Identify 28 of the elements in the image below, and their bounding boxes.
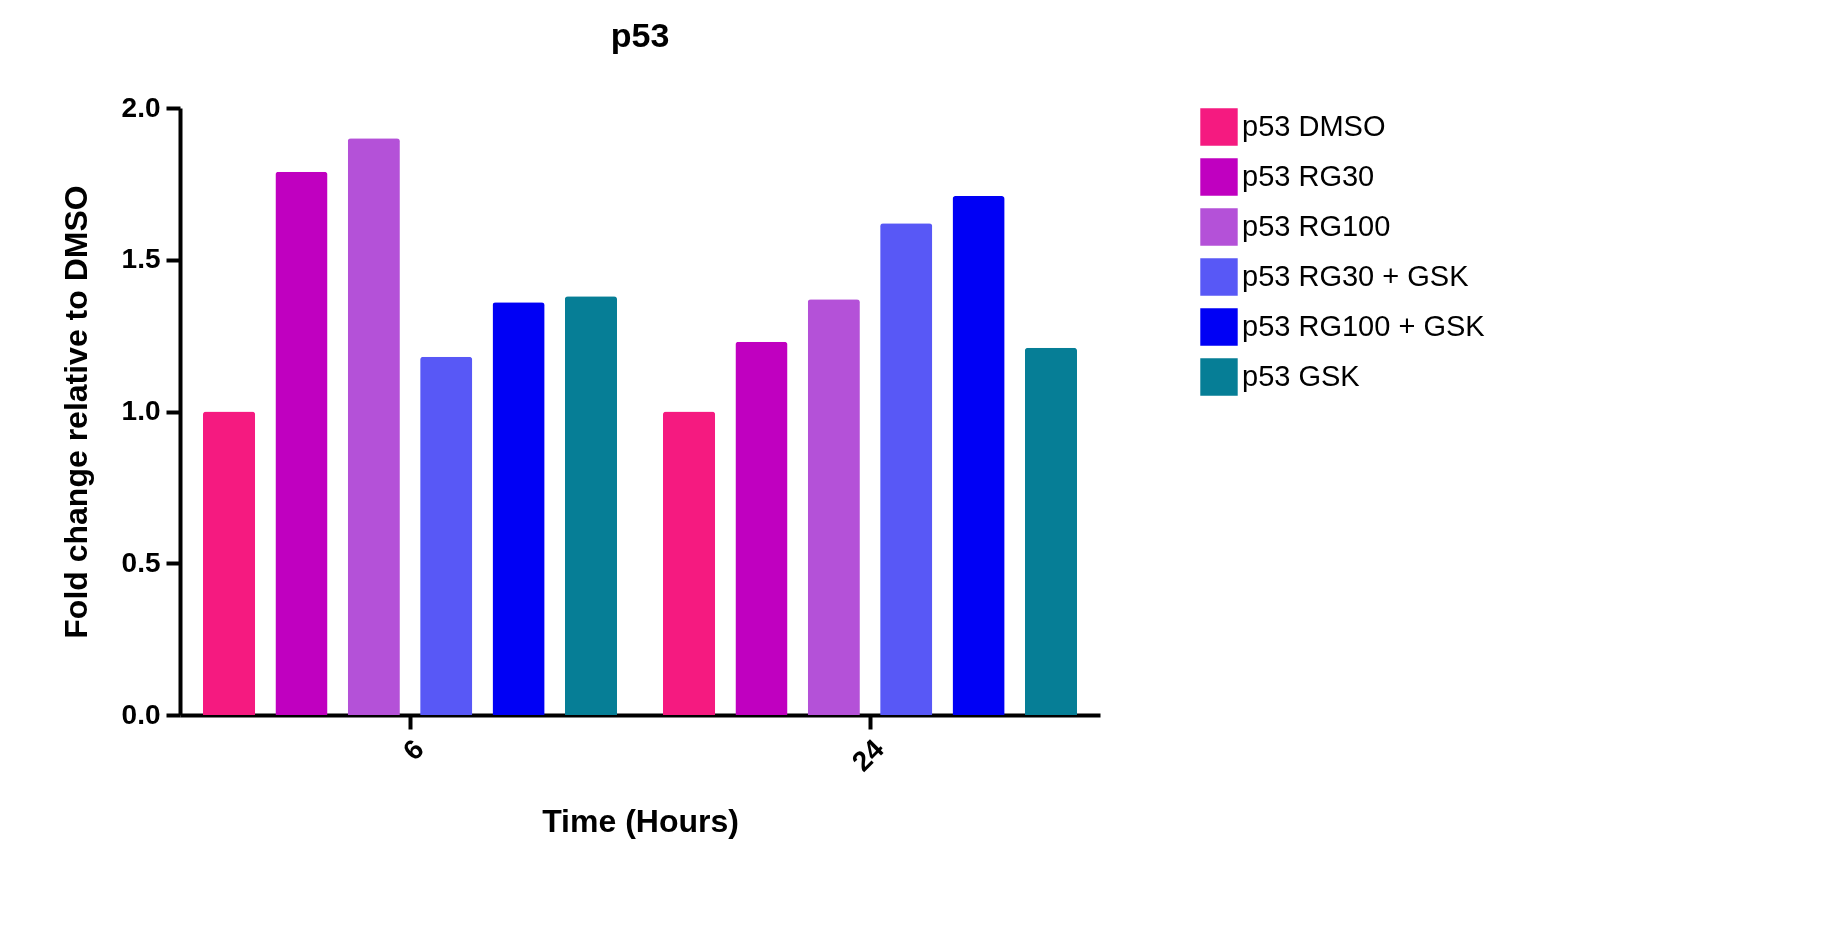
legend-label: p53 RG100: [1242, 210, 1391, 242]
bar: [663, 411, 716, 715]
bar: [880, 223, 933, 715]
y-tick-label: 2.0: [121, 91, 161, 123]
y-tick-label: 0.0: [121, 698, 161, 730]
bar: [347, 138, 400, 715]
y-tick-label: 1.0: [121, 395, 161, 426]
bar: [203, 411, 256, 715]
bar: [492, 302, 545, 715]
legend-label: p53 RG100 + GSK: [1242, 310, 1486, 342]
bar: [275, 171, 328, 715]
bar: [564, 296, 617, 715]
y-tick-label: 1.5: [121, 243, 161, 275]
x-tick-label: 6: [396, 733, 430, 767]
legend-label: p53 RG30 + GSK: [1242, 260, 1470, 292]
bar: [735, 341, 788, 715]
x-tick-label: 24: [845, 733, 891, 778]
bar: [1024, 347, 1077, 715]
bar: [420, 356, 473, 715]
legend-label: p53 RG30: [1242, 160, 1375, 192]
y-axis-title: Fold change relative to DMSO: [57, 185, 94, 639]
legend-label: p53 GSK: [1242, 360, 1361, 392]
chart-title: p53: [610, 16, 670, 54]
bar: [807, 299, 860, 715]
y-tick-label: 0.5: [121, 546, 161, 578]
bar: [952, 196, 1005, 715]
x-axis-title: Time (Hours): [542, 803, 739, 840]
legend-label: p53 DMSO: [1242, 110, 1386, 142]
